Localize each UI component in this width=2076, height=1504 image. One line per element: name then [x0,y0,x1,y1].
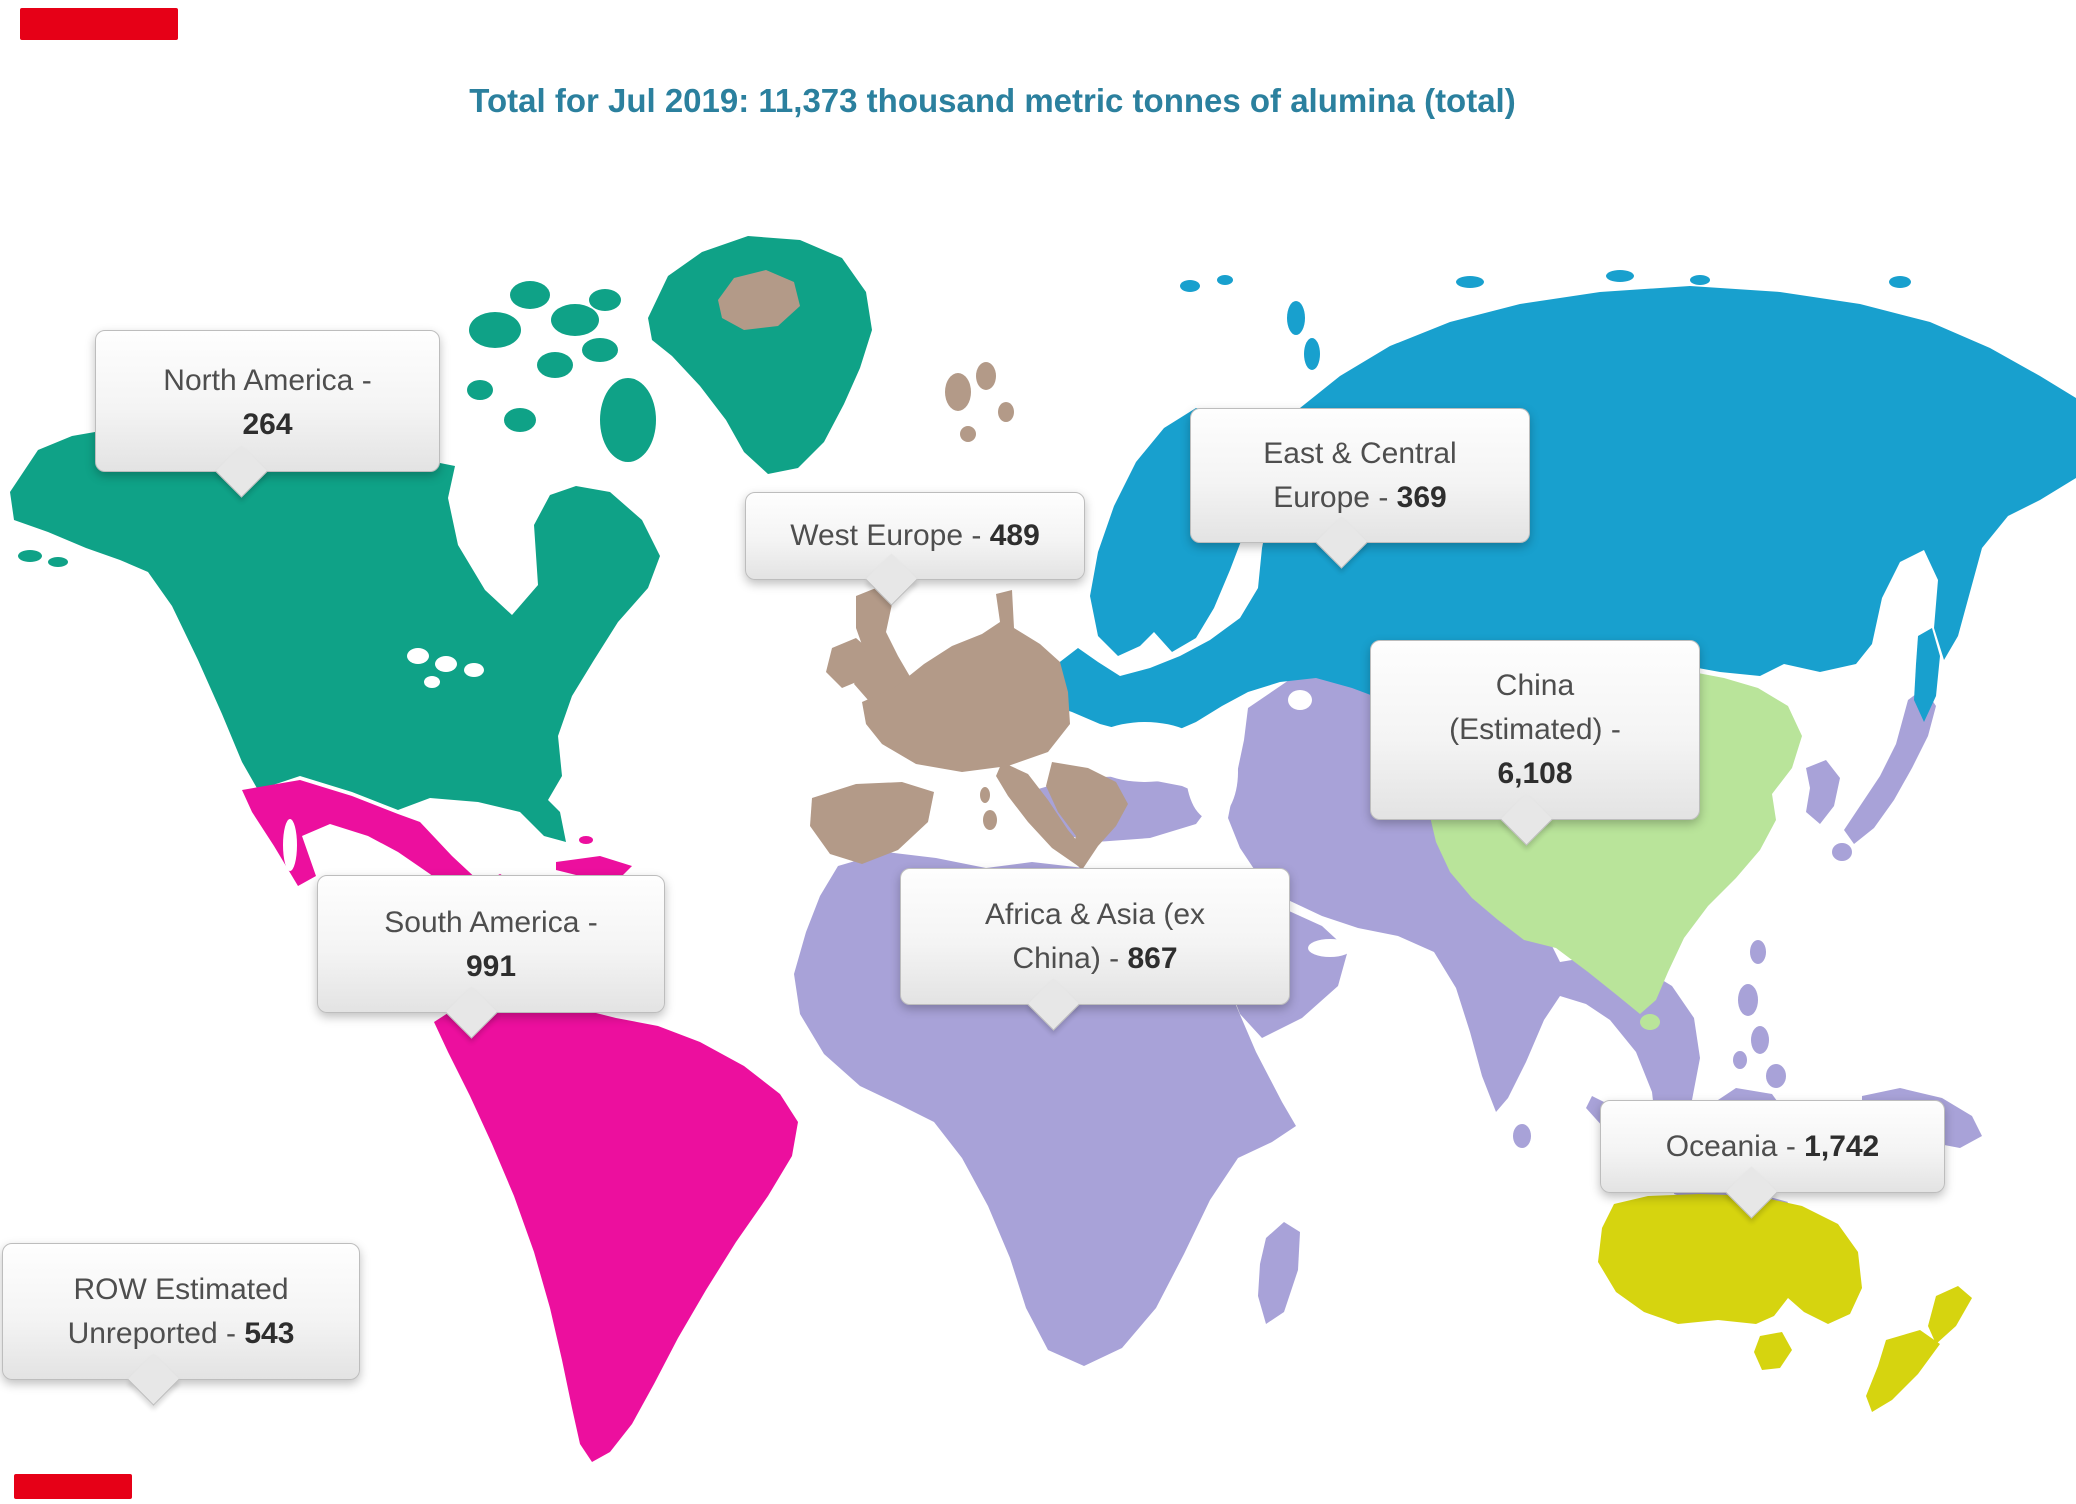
russia-shape[interactable] [1028,286,2076,736]
caspian-sea [1186,724,1238,820]
arctic-archipelago-island[interactable] [469,312,521,348]
tooltip-label: East & Central [1263,437,1457,470]
arctic-island[interactable] [1456,276,1484,288]
region-oceania[interactable] [1598,1194,1972,1412]
tooltip-label: China) - [1012,942,1120,975]
tooltip-oceania: Oceania - 1,742 [1600,1100,1945,1219]
caribbean-island[interactable] [579,836,593,844]
sea-overlays [283,648,1352,996]
sardinia-island[interactable] [983,810,997,830]
svalbard-island[interactable] [960,426,976,442]
taiwan-island[interactable] [1750,940,1766,964]
sakhalin-island[interactable] [1914,628,1940,722]
aleutian-island[interactable] [18,550,42,562]
tooltip-label: West Europe - [790,519,982,552]
tooltip-value: 6,108 [1497,757,1573,790]
arctic-archipelago-island[interactable] [510,281,550,309]
great-lake [407,648,429,664]
tooltip-africa-asia: Africa & Asia (ex China) - 867 [900,868,1290,1031]
italy-shape[interactable] [996,762,1088,866]
page-title: Total for Jul 2019: 11,373 thousand metr… [469,82,1516,119]
novaya-zemlya-island[interactable] [1287,301,1305,335]
region-west-europe[interactable] [718,270,1128,903]
new-zealand-north-island[interactable] [1928,1286,1972,1344]
central-europe-shape[interactable] [862,590,1070,772]
philippines-island[interactable] [1766,1064,1786,1088]
tooltip-label: South America - [384,906,598,939]
tooltip-label: Africa & Asia (ex [984,898,1206,931]
tooltip-value: 489 [989,519,1040,552]
korea-shape[interactable] [1806,760,1840,824]
tooltip-south-america: South America - 991 [317,875,665,1039]
aleutian-island[interactable] [48,557,68,567]
tooltip-label: Europe - [1273,481,1389,514]
arctic-island[interactable] [1606,270,1634,282]
baffin-island[interactable] [600,378,656,462]
tasmania-island[interactable] [1754,1332,1792,1370]
tooltip-value: 867 [1127,942,1178,975]
arctic-island[interactable] [1690,275,1710,285]
arctic-island[interactable] [1180,280,1200,292]
arctic-archipelago-island[interactable] [537,352,573,378]
tooltip-label: China [1495,669,1575,702]
great-lake [424,676,440,688]
tooltip-value: 543 [244,1317,295,1350]
tooltip-east-central-europe: East & Central Europe - 369 [1190,408,1530,569]
philippines-island[interactable] [1733,1051,1747,1069]
tooltip-label: North America - [163,364,372,397]
arctic-island[interactable] [1217,275,1233,285]
madagascar-shape[interactable] [1258,1222,1300,1324]
red-annotation-bar-top [20,8,178,40]
region-north-america[interactable] [10,236,872,842]
tooltip-value: 369 [1396,481,1447,514]
cuba-island[interactable] [556,856,632,878]
tooltip-value: 1,742 [1804,1130,1880,1163]
south-america-shape[interactable] [434,998,798,1462]
red-annotation-bar-bottom [14,1474,132,1499]
tooltip-china: China (Estimated) - 6,108 [1370,640,1700,846]
tooltip-label: ROW Estimated [73,1273,289,1306]
tooltip-west-europe: West Europe - 489 [745,492,1085,606]
tooltip-north-america: North America - 264 [95,330,440,498]
great-lake [435,656,457,672]
australia-shape[interactable] [1598,1194,1862,1324]
new-zealand-south-island[interactable] [1866,1330,1940,1412]
greenland-shape[interactable] [648,236,872,474]
novaya-zemlya-island[interactable] [1304,338,1320,370]
arctic-archipelago-island[interactable] [551,304,599,336]
iberia-shape[interactable] [810,782,934,864]
aral-sea [1288,690,1312,710]
black-sea [1085,722,1205,782]
tooltip-value: 991 [465,950,517,983]
tooltip-label: Oceania - [1665,1130,1796,1163]
svalbard-island[interactable] [998,402,1014,422]
kyushu-island[interactable] [1832,843,1852,861]
arctic-archipelago-island[interactable] [589,289,621,311]
great-britain-shape[interactable] [854,588,912,700]
corsica-island[interactable] [980,787,990,803]
tooltip-value: 264 [242,408,293,441]
arctic-archipelago-island[interactable] [467,380,493,400]
north-america-mainland-shape[interactable] [10,428,660,842]
arctic-archipelago-island[interactable] [504,408,536,432]
great-lake [464,663,484,677]
philippines-island[interactable] [1738,984,1758,1016]
philippines-island[interactable] [1751,1026,1769,1054]
tooltip-row-unreported: ROW Estimated Unreported - 543 [2,1243,360,1406]
svalbard-island[interactable] [945,373,971,411]
gulf-of-california [283,819,297,871]
sri-lanka-island[interactable] [1513,1124,1531,1148]
balkans-greece-shape[interactable] [1046,762,1128,870]
svalbard-island[interactable] [976,362,996,390]
central-south-asia-shape[interactable] [1228,664,1700,1160]
tooltip-label: (Estimated) - [1449,713,1621,746]
iceland-shape[interactable] [718,270,800,330]
hainan-island[interactable] [1640,1014,1660,1030]
persian-gulf [1308,939,1352,957]
wrangel-island[interactable] [1889,276,1911,288]
arctic-archipelago-island[interactable] [582,338,618,362]
japan-shape[interactable] [1844,688,1936,844]
tooltip-label: Unreported - [67,1317,236,1350]
